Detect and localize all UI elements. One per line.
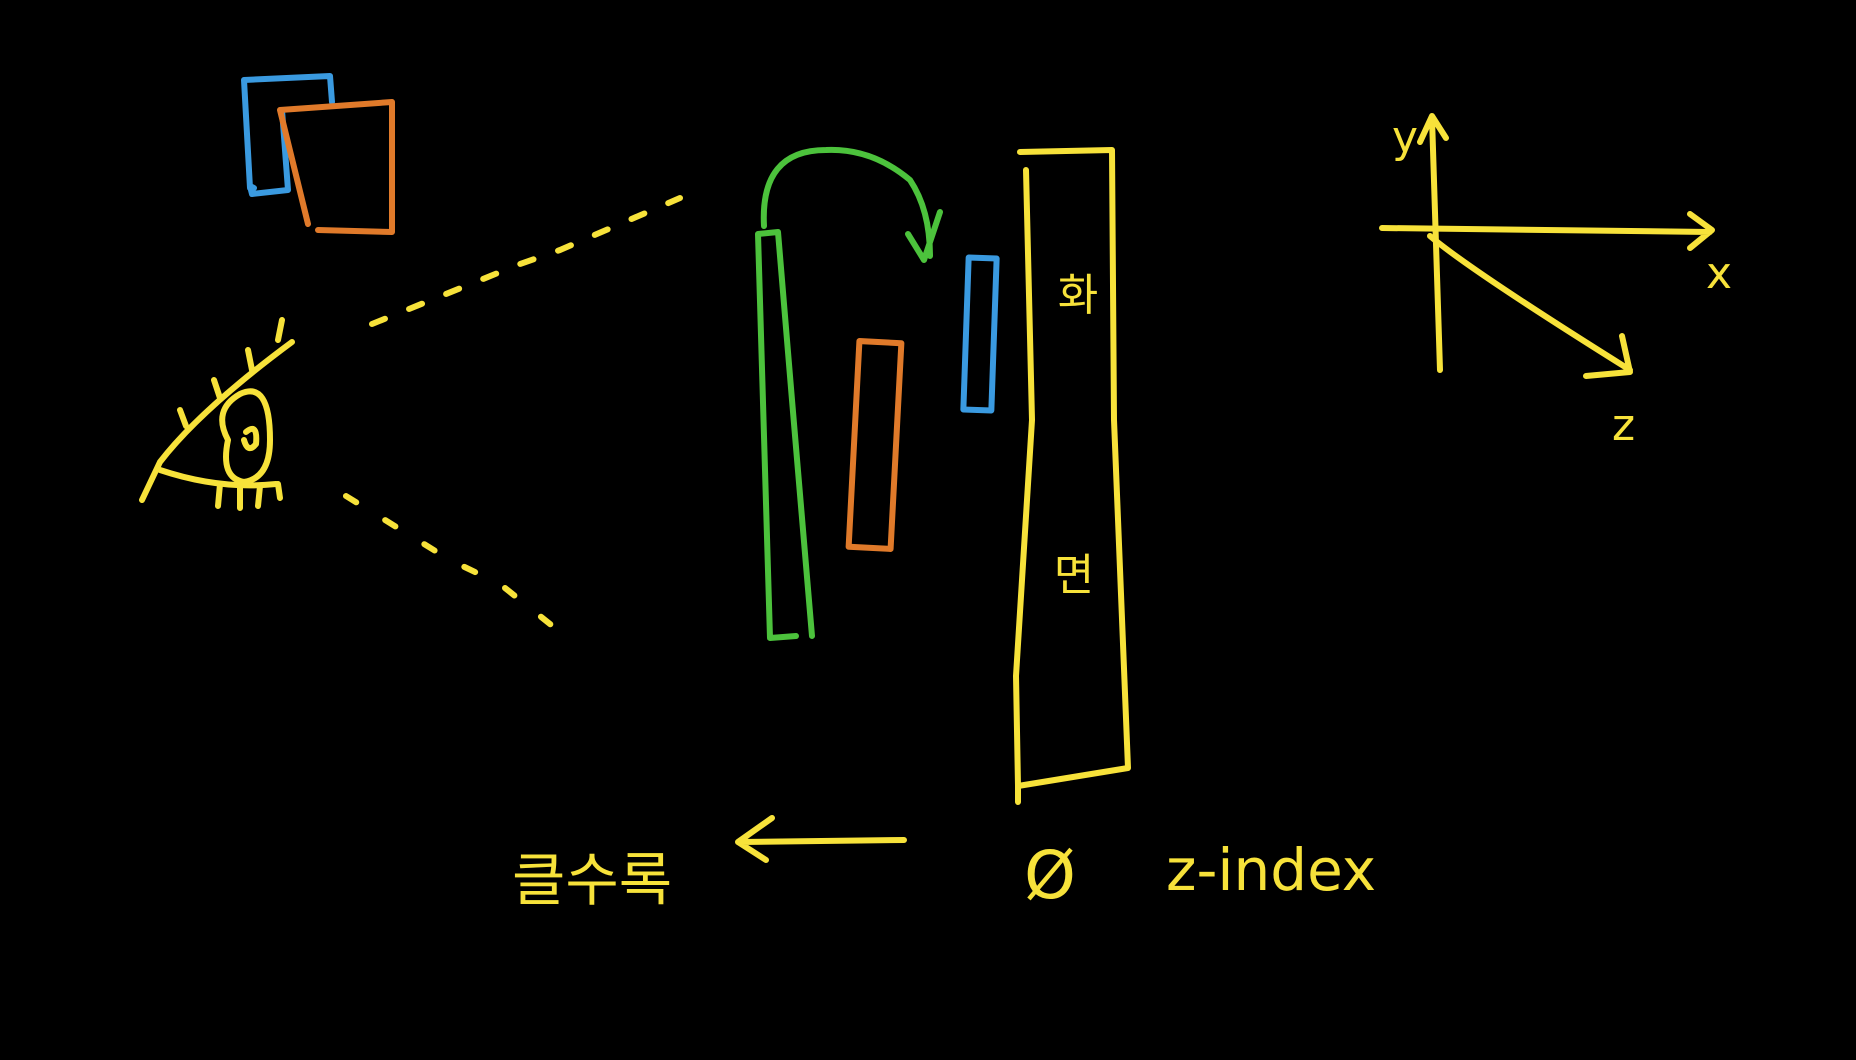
layered-squares-icon xyxy=(241,73,395,235)
coordinate-axes: y x z xyxy=(1379,112,1732,451)
zero-label: Ø xyxy=(1024,837,1076,914)
axis-z-label: z xyxy=(1612,400,1635,451)
sight-lines xyxy=(343,195,683,635)
eye-icon xyxy=(139,317,295,511)
arrow-left-icon xyxy=(735,815,907,863)
bigger-label: 클수록 xyxy=(512,846,672,914)
green-rect xyxy=(755,229,815,641)
screen-panel: 화 면 xyxy=(1013,147,1131,805)
axis-x-label: x xyxy=(1706,248,1732,299)
screen-char-top: 화 xyxy=(1058,270,1098,321)
axis-y-label: y xyxy=(1392,112,1418,163)
blue-layer xyxy=(960,254,1000,414)
blue-square xyxy=(241,73,335,197)
orange-square xyxy=(277,99,395,235)
z-index-legend: 클수록 Ø z-index xyxy=(512,815,1376,914)
curved-arrow-icon xyxy=(760,146,943,263)
z-index-label: z-index xyxy=(1166,836,1376,904)
screen-char-bottom: 면 xyxy=(1054,550,1094,601)
orange-layer xyxy=(845,338,905,552)
green-layer xyxy=(755,146,943,641)
